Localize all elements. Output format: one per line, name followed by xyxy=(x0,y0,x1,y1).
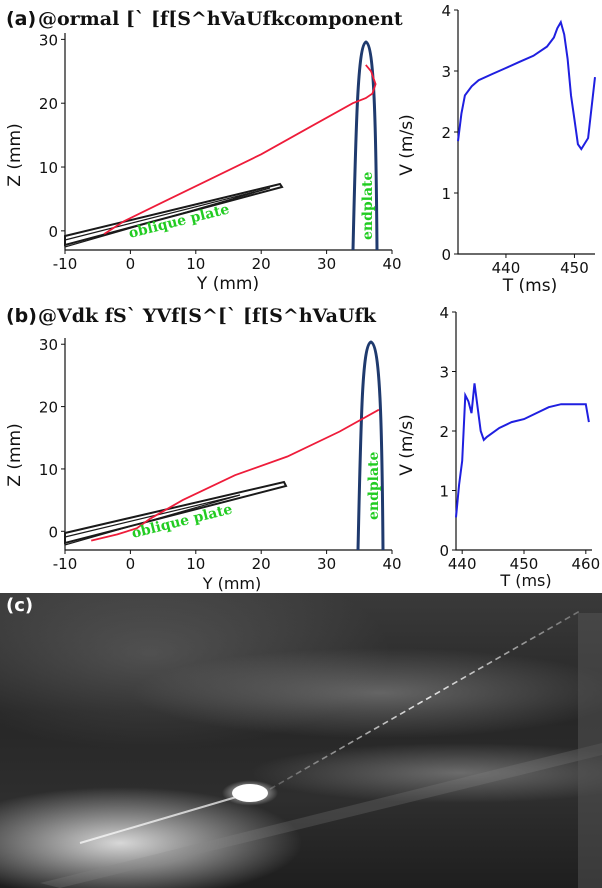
a-traj-xlabel: Y (mm) xyxy=(196,274,259,294)
y-tick-label: 4 xyxy=(441,2,451,20)
b-velocity-series xyxy=(455,383,590,518)
b-vel-yticks: 0 1 2 3 4 xyxy=(439,304,456,560)
x-tick-label: -10 xyxy=(53,255,78,273)
a-traj-xticks: -10 0 10 20 30 40 xyxy=(53,250,402,273)
a-trajectory-series xyxy=(103,64,377,235)
x-tick-label: 0 xyxy=(126,555,136,573)
photo-lower-streak xyxy=(79,792,251,844)
b-traj-yticks: 0 10 20 30 xyxy=(39,336,65,541)
y-tick-label: 20 xyxy=(39,95,58,113)
b-vel-xlabel: T (ms) xyxy=(499,571,551,590)
x-tick-label: 40 xyxy=(382,255,401,273)
photo-bubble xyxy=(232,784,268,802)
panel-c-label: (c) xyxy=(6,595,34,616)
b-trajectory-series xyxy=(90,408,380,542)
panel-a-title: @ormal [` [f[S^hVaUfkcomponent xyxy=(38,8,403,30)
photo-frame xyxy=(0,593,602,888)
a-vel-xticks: 440 450 xyxy=(492,254,589,277)
b-vel-axes xyxy=(455,312,592,551)
b-traj-ylabel: Z (mm) xyxy=(5,423,25,486)
panel-a-label: (a) xyxy=(6,8,36,30)
x-tick-label: 20 xyxy=(252,555,271,573)
a-oblique-plate-inner xyxy=(64,187,271,248)
x-tick-label: 40 xyxy=(382,555,401,573)
y-tick-label: 1 xyxy=(441,185,451,203)
x-tick-label: 30 xyxy=(317,555,336,573)
panel-b: (b) @Vdk fS` YVf[S^[` [f[S^hVaUfk 010203… xyxy=(5,304,600,593)
a-vel-axes xyxy=(457,10,595,255)
photo-glow xyxy=(0,593,602,888)
y-tick-label: 20 xyxy=(39,399,58,417)
y-tick-label: 10 xyxy=(39,461,58,479)
a-endplate xyxy=(351,40,379,251)
x-tick-label: 20 xyxy=(252,255,271,273)
b-oblique-plate-label: oblique plate xyxy=(130,501,234,541)
y-tick-label: 0 xyxy=(441,246,451,264)
y-tick-label: 30 xyxy=(39,31,58,49)
y-tick-label: 3 xyxy=(441,63,451,81)
y-tick-label: 0 xyxy=(48,223,58,241)
panel-a: (a) @ormal [` [f[S^hVaUfkcomponent 01020… xyxy=(5,2,596,296)
y-tick-label: 2 xyxy=(441,124,451,142)
y-tick-label: 4 xyxy=(439,304,449,322)
photo-oblique-plate xyxy=(40,743,602,888)
a-endplate-label: endplate xyxy=(360,171,376,240)
a-vel-ylabel: V (m/s) xyxy=(397,114,417,175)
b-vel-ylabel: V (m/s) xyxy=(397,414,417,475)
a-vel-xlabel: T (ms) xyxy=(502,276,557,296)
b-oblique-plate-inner xyxy=(64,494,241,546)
a-traj-ylabel: Z (mm) xyxy=(5,123,25,186)
x-tick-label: 10 xyxy=(186,255,205,273)
panel-c-photo: (c) xyxy=(0,593,602,888)
b-endplate-label: endplate xyxy=(366,451,382,520)
x-tick-label: 440 xyxy=(448,555,477,573)
x-tick-label: 440 xyxy=(492,259,521,277)
a-velocity-plot: 0 1 2 3 4 440 450 T (ms) V (m/s) xyxy=(397,2,596,296)
a-traj-yticks: 0 10 20 30 xyxy=(39,31,65,241)
y-tick-label: 2 xyxy=(439,423,449,441)
x-tick-label: 450 xyxy=(510,555,539,573)
x-tick-label: 0 xyxy=(126,255,136,273)
y-tick-label: 10 xyxy=(39,159,58,177)
x-tick-label: 450 xyxy=(560,259,589,277)
x-tick-label: 460 xyxy=(571,555,600,573)
y-tick-label: 0 xyxy=(439,542,449,560)
b-vel-xticks: 440 450 460 xyxy=(448,550,600,573)
b-traj-xticks: -10 0 10 20 30 40 xyxy=(53,550,402,573)
photo-endplate xyxy=(578,613,602,888)
y-tick-label: 0 xyxy=(48,523,58,541)
x-tick-label: -10 xyxy=(53,555,78,573)
a-vel-yticks: 0 1 2 3 4 xyxy=(441,2,458,264)
y-tick-label: 3 xyxy=(439,364,449,382)
a-velocity-series xyxy=(457,19,596,151)
y-tick-label: 30 xyxy=(39,336,58,354)
x-tick-label: 30 xyxy=(317,255,336,273)
x-tick-label: 10 xyxy=(186,555,205,573)
panel-b-label: (b) xyxy=(6,305,37,327)
b-traj-xlabel: Y (mm) xyxy=(202,574,262,593)
y-tick-label: 1 xyxy=(439,483,449,501)
b-trajectory-plot: 0 10 20 30 -10 0 10 20 30 40 oblique plate endpl… xyxy=(5,336,402,593)
b-velocity-plot: 0 1 2 3 4 440 450 460 T (ms) V (m/s) xyxy=(397,304,600,590)
photo-overlay xyxy=(0,593,602,888)
panel-b-title: @Vdk fS` YVf[S^[` [f[S^hVaUfk xyxy=(38,305,377,327)
b-endplate xyxy=(356,340,385,551)
b-oblique-plate xyxy=(64,480,288,545)
